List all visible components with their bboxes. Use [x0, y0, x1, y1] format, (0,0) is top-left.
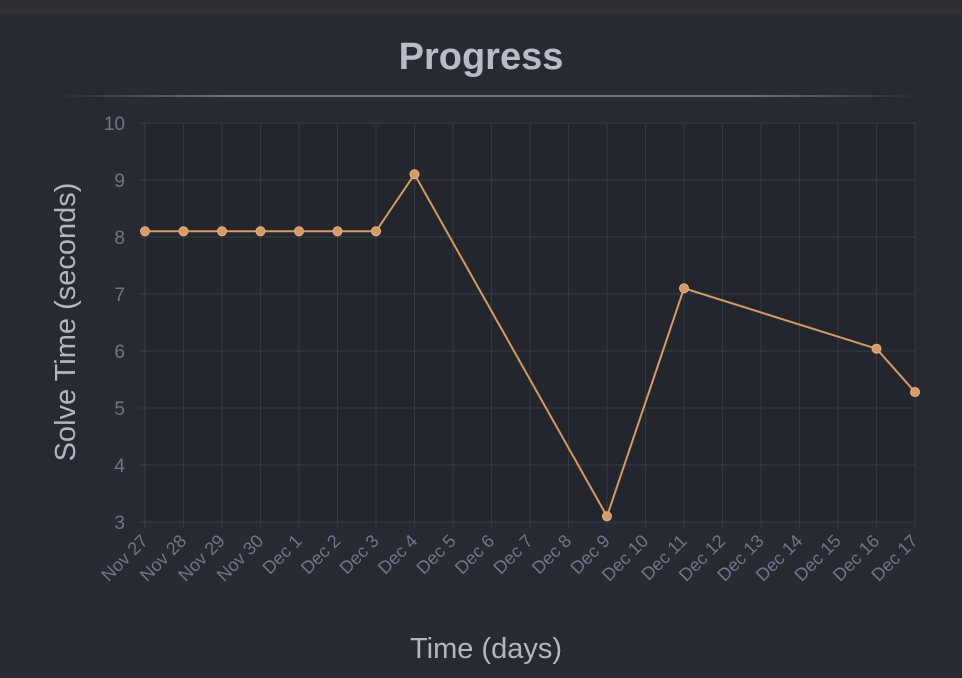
data-point: [294, 226, 304, 237]
x-tick-label: Dec 7: [489, 531, 536, 578]
y-tick-label: 7: [114, 285, 125, 306]
y-axis-label: Solve Time (seconds): [50, 183, 82, 462]
y-tick-label: 5: [114, 399, 125, 420]
x-tick-label: Dec 8: [528, 531, 575, 578]
x-tick-label: Dec 3: [335, 531, 382, 578]
x-axis-label: Time (days): [410, 633, 562, 665]
data-point: [371, 226, 381, 237]
y-tick-label: 8: [114, 228, 125, 249]
x-tick-label: Dec 1: [258, 531, 305, 578]
x-tick-label: Dec 5: [412, 531, 459, 578]
y-tick-label: 6: [114, 342, 125, 363]
y-tick-label: 4: [114, 456, 125, 477]
grid-lines: [139, 122, 916, 528]
data-point: [409, 169, 420, 180]
title-divider: [56, 95, 920, 97]
data-point: [140, 226, 150, 237]
y-tick-label: 10: [104, 114, 125, 135]
y-axis-ticks: 3 4 5 6 7 8 9 10: [104, 114, 126, 534]
data-point: [178, 226, 189, 237]
y-tick-label: 9: [114, 171, 125, 192]
y-tick-label: 3: [114, 513, 125, 534]
data-point: [332, 226, 343, 237]
data-point: [255, 226, 266, 237]
x-tick-label: Dec 4: [374, 531, 421, 578]
x-tick-label: Dec 2: [297, 531, 344, 578]
data-point: [679, 283, 689, 294]
data-point: [602, 511, 612, 522]
data-points: [140, 169, 920, 522]
data-point: [910, 387, 920, 398]
series-line: [145, 172, 916, 519]
chart-title: Progress: [398, 36, 564, 78]
data-point: [871, 343, 882, 354]
x-tick-label: Dec 6: [451, 531, 498, 578]
data-point: [217, 226, 227, 237]
top-bar: [0, 0, 962, 14]
